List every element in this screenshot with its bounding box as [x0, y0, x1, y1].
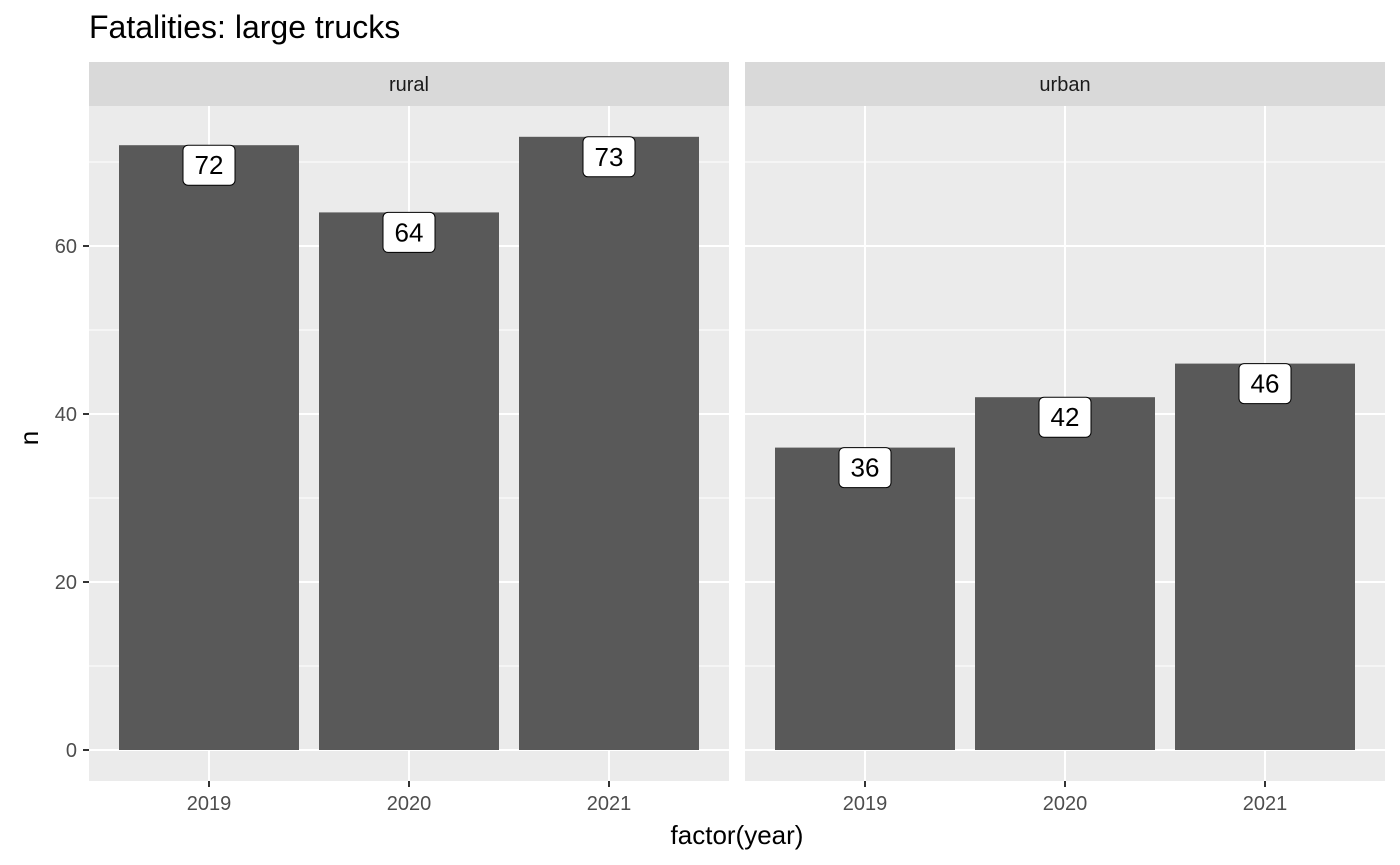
data-label: 42: [1051, 402, 1080, 432]
bar-urban-2021: [1175, 363, 1355, 750]
data-label: 73: [595, 142, 624, 172]
y-tick-label: 20: [55, 572, 77, 594]
bar-rural-2021: [519, 136, 699, 751]
data-label-box: [1038, 396, 1092, 438]
data-label: 72: [195, 150, 224, 180]
y-axis-title: n: [14, 431, 44, 445]
facet-strip-label-urban: urban: [1039, 74, 1090, 96]
facet-strip-label-rural: rural: [389, 74, 429, 96]
plot-area: rural 72 64 73 2019 2020 2021 urban 36 42 46 2019 20…: [55, 62, 1385, 815]
x-tick-label: 2020: [387, 793, 432, 815]
facet-strip-urban: [745, 62, 1385, 106]
x-axis-title: factor(year): [671, 820, 804, 850]
x-tick-label: 2021: [587, 793, 632, 815]
bar-urban-2020: [975, 397, 1155, 750]
y-tick-label: 60: [55, 236, 77, 258]
x-tick-label: 2020: [1043, 793, 1088, 815]
data-label-box: [382, 211, 436, 253]
data-label-box: [838, 447, 892, 489]
chart-title: Fatalities: large trucks: [89, 9, 400, 45]
bar-rural-2020: [319, 212, 499, 750]
x-tick-label: 2019: [843, 793, 888, 815]
bar-urban-2019: [775, 447, 955, 750]
data-label: 64: [395, 217, 424, 247]
data-label: 36: [851, 453, 880, 483]
data-label: 46: [1251, 369, 1280, 399]
facet-strip-rural: [89, 62, 729, 106]
data-label-box: [182, 144, 236, 186]
x-tick-label: 2019: [187, 793, 232, 815]
x-tick-label: 2021: [1243, 793, 1288, 815]
y-tick-label: 40: [55, 404, 77, 426]
bar-rural-2019: [119, 145, 299, 750]
y-tick-label: 0: [66, 740, 77, 762]
data-label-box: [582, 136, 636, 178]
data-label-box: [1238, 363, 1292, 405]
